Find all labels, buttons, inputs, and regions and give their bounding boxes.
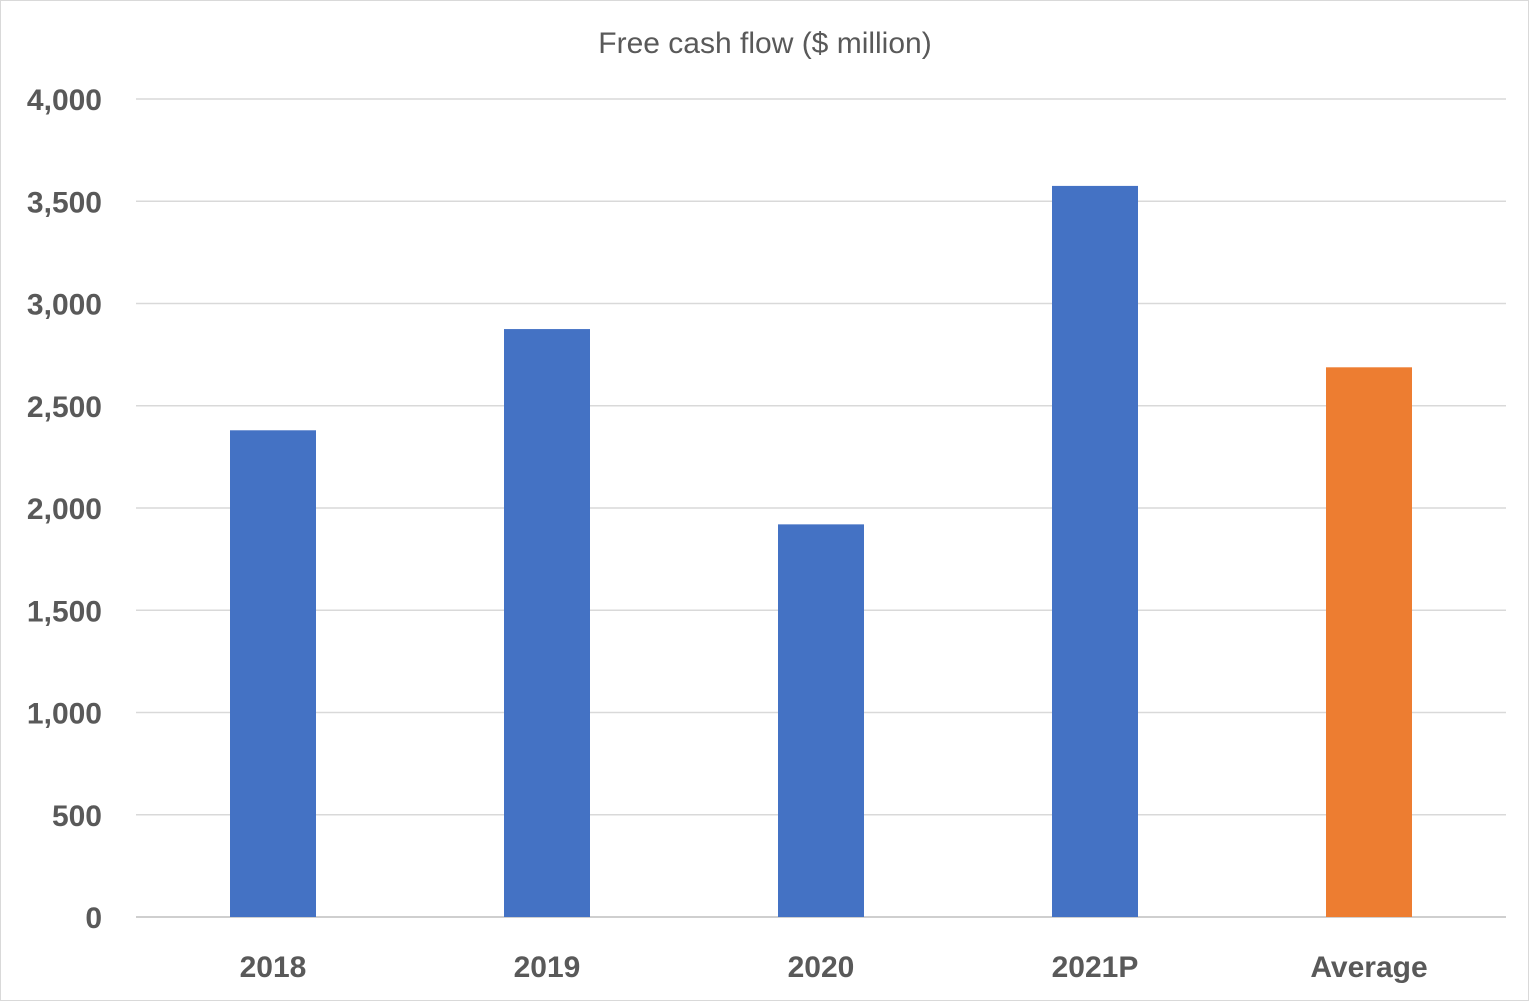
y-tick-label: 1,000 [27,698,102,731]
y-tick-label: 2,000 [27,493,102,526]
y-tick-label: 3,000 [27,289,102,322]
bar-average [1326,367,1412,918]
x-axis-category-labels: 2018 2019 2020 2021P Average [240,951,1428,984]
bar-2019 [504,329,590,917]
bar-2021p [1052,185,1138,918]
x-category-label: 2019 [514,951,581,984]
y-tick-label: 0 [85,902,102,935]
x-category-label: 2018 [240,951,307,984]
chart-title: Free cash flow ($ million) [598,27,931,60]
bars [230,185,1412,918]
x-category-label: Average [1310,951,1427,984]
gridlines [136,98,1506,918]
bar-2018 [230,430,316,917]
y-tick-label: 3,500 [27,186,102,219]
bar-2020 [778,524,864,917]
y-axis-tick-labels: 0 500 1,000 1,500 2,000 2,500 3,000 3,500 4,000 [27,84,102,935]
y-tick-label: 1,500 [27,595,102,628]
y-tick-label: 2,500 [27,391,102,424]
x-category-label: 2021P [1052,951,1139,984]
y-tick-label: 500 [52,800,102,833]
y-tick-label: 4,000 [27,84,102,117]
x-category-label: 2020 [788,951,855,984]
